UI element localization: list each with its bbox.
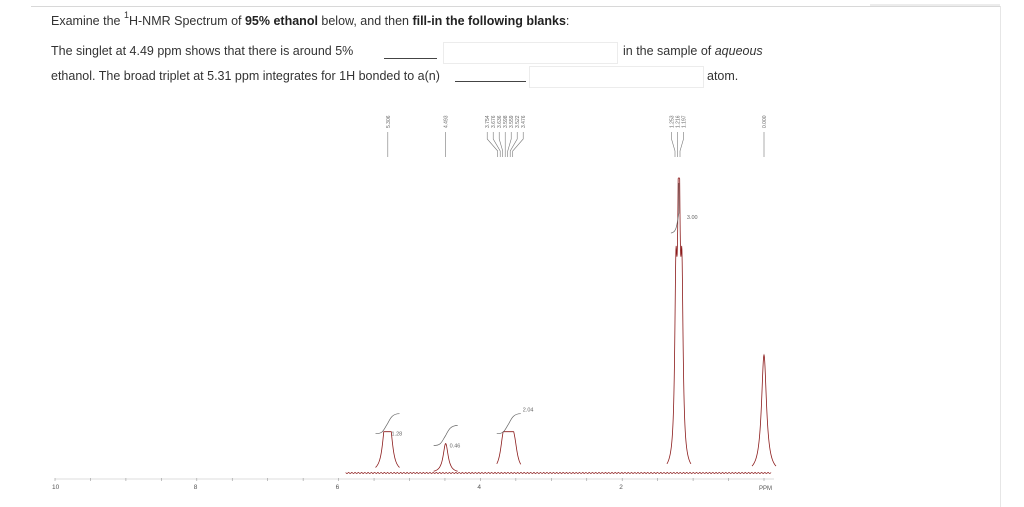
peak-position-label: 4.493 xyxy=(443,115,449,128)
sentence-1-text: The singlet at 4.49 ppm shows that there… xyxy=(51,44,354,58)
sentence-1-italic: aqueous xyxy=(714,44,763,58)
peak-position-label: 3.676 xyxy=(491,115,497,128)
blank-input-2[interactable] xyxy=(529,66,704,88)
peak-position-label: 1.216 xyxy=(676,115,682,128)
peak-connector-line xyxy=(492,132,501,157)
frame-notch xyxy=(870,4,1000,6)
integral-curve xyxy=(375,413,400,435)
spectrum-peak xyxy=(751,353,777,467)
peak-position-label: 3.598 xyxy=(503,115,509,128)
integral-curve xyxy=(433,425,458,446)
frame-right-border xyxy=(1000,6,1001,507)
sentence-1-continuation: in the sample of aqueous xyxy=(623,44,763,58)
title-part: H-NMR Spectrum of xyxy=(128,14,245,29)
x-tick-label: 4 xyxy=(477,484,481,491)
integral-curve xyxy=(670,183,680,234)
x-tick-label: 6 xyxy=(336,484,340,491)
peak-position-label: 3.754 xyxy=(485,115,491,128)
peak-connector-line xyxy=(679,132,684,157)
sentence-2-text: ethanol. The broad triplet at 5.31 ppm i… xyxy=(51,69,440,83)
sentence-1-after-text: in the sample of xyxy=(623,44,715,58)
nmr-spectrum-chart: 10 8 6 4 2 PPM 1.28 0.46 2.04 3.00 5.306 4.493 3.754… xyxy=(52,115,777,492)
question-title: Examine the 1H-NMR Spectrum of 95% ethan… xyxy=(51,10,570,29)
integration-label: 1.28 xyxy=(392,432,403,438)
x-tick-label: 10 xyxy=(52,484,60,491)
sentence-2-continuation: atom. xyxy=(707,69,739,83)
x-axis-label: PPM xyxy=(759,486,772,492)
peak-position-label: 5.306 xyxy=(386,115,392,128)
peak-connector-line xyxy=(509,132,518,157)
title-prefix: Examine the xyxy=(51,14,124,29)
frame-top-border xyxy=(31,6,1001,7)
title-suffix: : xyxy=(565,14,570,29)
spectrum-peak xyxy=(496,431,522,465)
blank-input-1[interactable] xyxy=(443,42,618,64)
integration-label: 0.46 xyxy=(450,444,461,450)
title-bold-ethanol: 95% ethanol xyxy=(244,14,318,29)
peak-connector-line xyxy=(498,132,504,157)
integration-label: 2.04 xyxy=(523,408,534,414)
title-superscript: 1 xyxy=(123,10,129,20)
peak-position-label: 3.476 xyxy=(521,115,527,128)
peak-position-label: 3.522 xyxy=(515,115,521,128)
spectrum-peak xyxy=(666,177,692,465)
peak-connector-line xyxy=(512,132,524,157)
x-tick-label: 2 xyxy=(619,484,623,491)
peak-connector-line xyxy=(507,132,512,157)
title-part: below, and then xyxy=(317,14,413,29)
integration-label: 3.00 xyxy=(687,215,698,221)
peak-connector-line xyxy=(486,132,499,157)
integral-curve xyxy=(496,413,521,435)
title-bold-instruction: fill-in the following blanks xyxy=(412,14,566,29)
peak-position-label: 3.559 xyxy=(509,115,515,128)
x-tick-label: 8 xyxy=(194,484,198,491)
spectrum-peak xyxy=(375,431,400,468)
peak-connector-line xyxy=(671,132,676,157)
peak-position-label: 1.253 xyxy=(670,115,676,128)
peak-position-label: 0.000 xyxy=(762,115,768,128)
blank-underline-2 xyxy=(455,81,526,82)
peak-position-label: 3.636 xyxy=(497,115,503,128)
spectrum-baseline xyxy=(345,471,772,475)
spectrum-peak xyxy=(433,442,458,472)
blank-underline-1 xyxy=(384,58,437,59)
peak-position-label: 1.197 xyxy=(682,115,688,128)
